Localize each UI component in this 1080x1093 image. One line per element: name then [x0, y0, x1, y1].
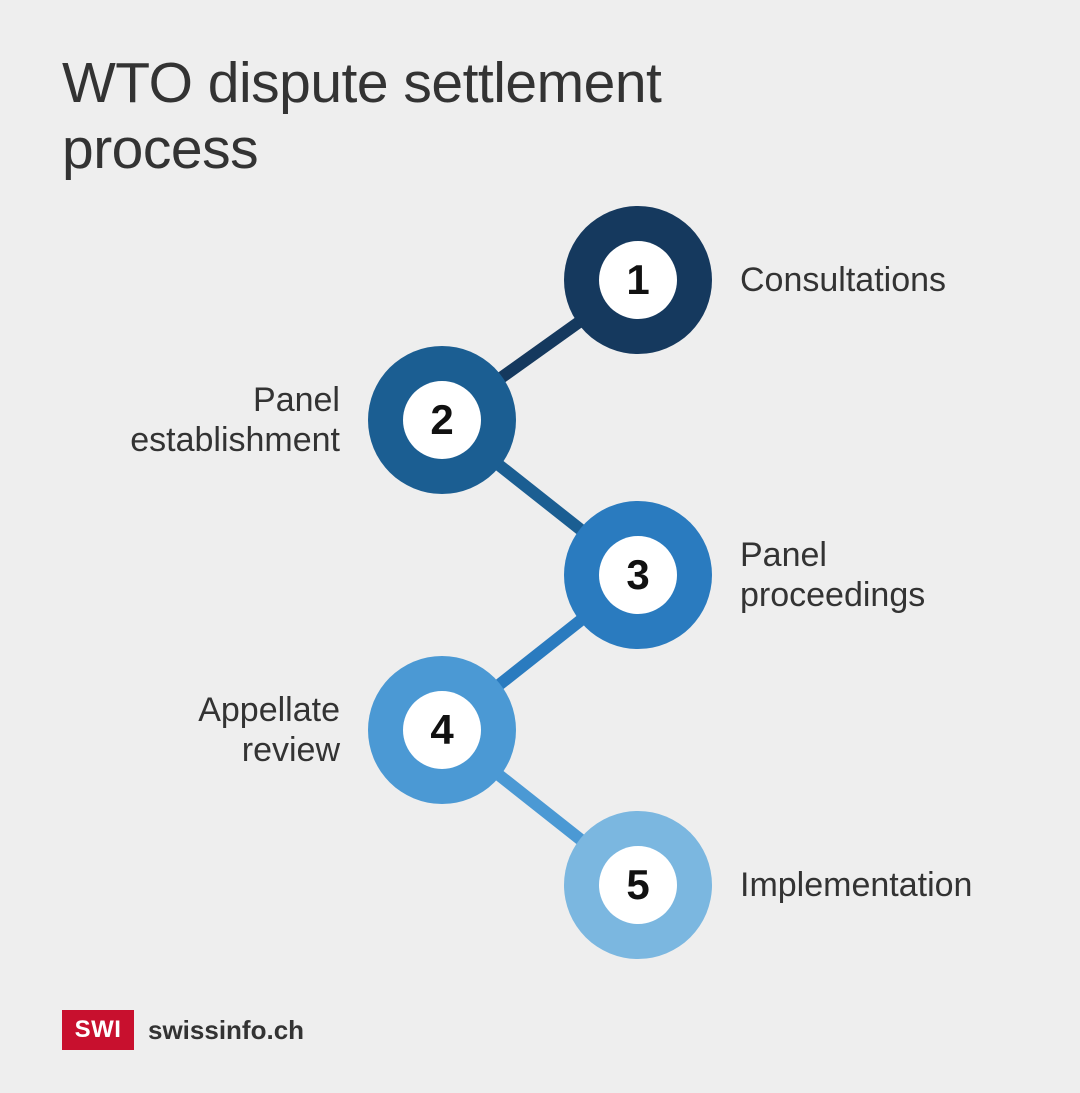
step-number: 1 [599, 241, 677, 319]
step-label: Implementation [740, 865, 972, 905]
step-node: 3 [564, 501, 712, 649]
footer-text: swissinfo.ch [148, 1015, 304, 1046]
step-node: 5 [564, 811, 712, 959]
infographic-stage: WTO dispute settlement process SWI swiss… [0, 0, 1080, 1093]
page-title: WTO dispute settlement process [62, 50, 661, 182]
step-number: 4 [403, 691, 481, 769]
step-node: 4 [368, 656, 516, 804]
step-number: 2 [403, 381, 481, 459]
step-label: Appellate review [198, 690, 340, 770]
step-number: 3 [599, 536, 677, 614]
step-number: 5 [599, 846, 677, 924]
swi-badge: SWI [62, 1010, 134, 1050]
step-label: Consultations [740, 260, 946, 300]
step-label: Panel establishment [130, 380, 340, 460]
step-label: Panel proceedings [740, 535, 925, 615]
footer: SWI swissinfo.ch [62, 1010, 304, 1050]
step-node: 1 [564, 206, 712, 354]
step-node: 2 [368, 346, 516, 494]
